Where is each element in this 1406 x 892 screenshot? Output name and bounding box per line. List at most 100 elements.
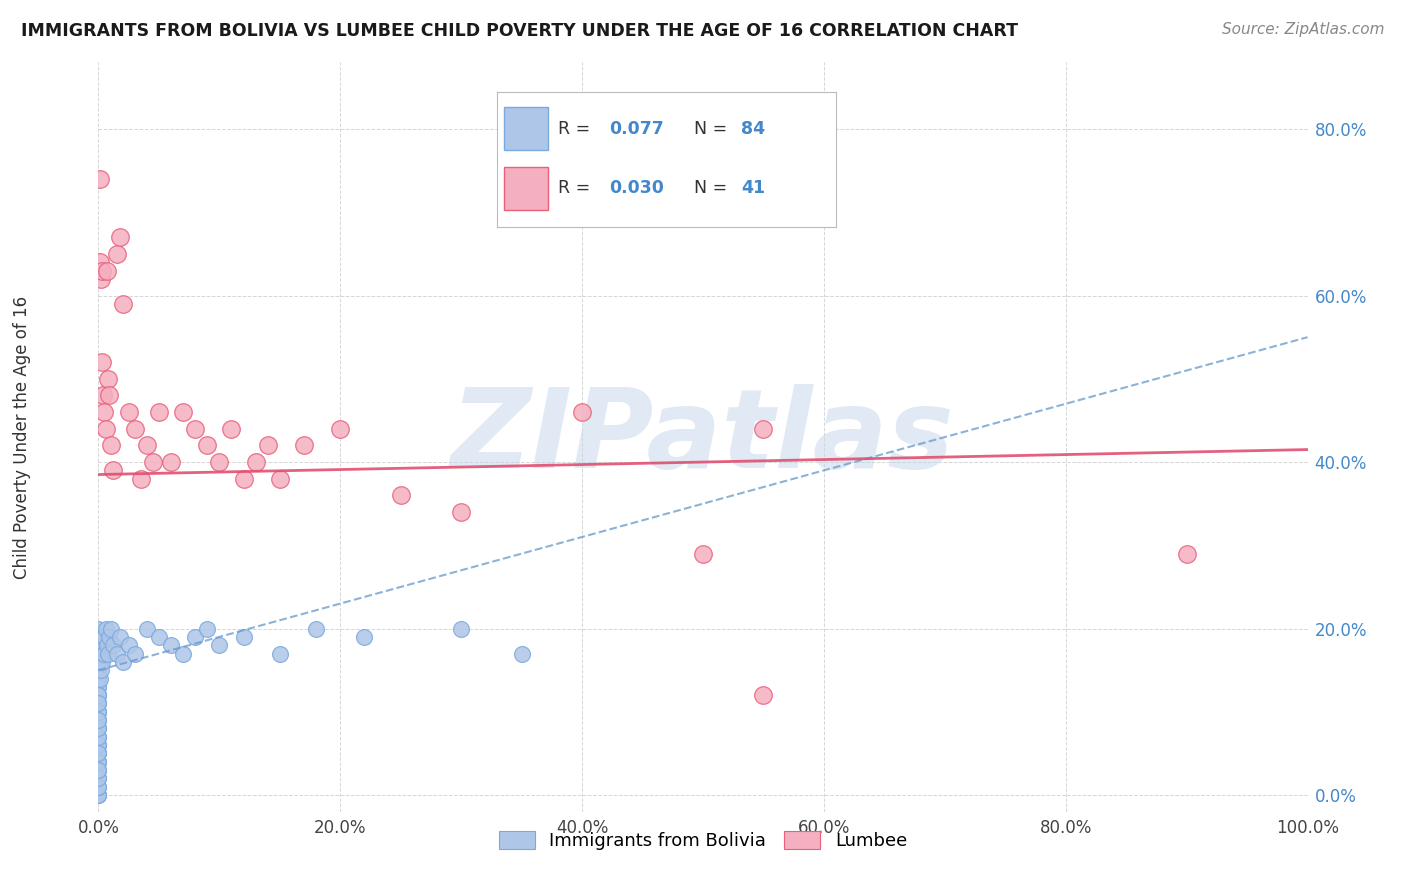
Point [87, 788, 110, 802]
Point [87, 722, 110, 736]
Point [105, 647, 128, 661]
Point [87, 672, 110, 686]
Point [87, 713, 110, 727]
Text: ZIPatlas: ZIPatlas [451, 384, 955, 491]
Point [87, 763, 110, 777]
Point [172, 647, 194, 661]
Point [389, 488, 412, 502]
Point [87, 747, 110, 761]
Point [450, 505, 472, 519]
Point [87, 655, 110, 669]
Point [98, 630, 121, 644]
Point [91, 388, 114, 402]
Point [91, 630, 114, 644]
Point [90, 663, 112, 677]
Point [118, 405, 141, 419]
Point [269, 647, 291, 661]
Point [129, 472, 152, 486]
Point [292, 438, 315, 452]
Point [97, 372, 120, 386]
Point [124, 422, 146, 436]
Point [195, 438, 218, 452]
Point [87, 680, 110, 694]
Point [208, 455, 231, 469]
Point [87, 680, 110, 694]
Point [98, 388, 121, 402]
Point [94, 622, 117, 636]
Point [87, 697, 110, 711]
Point [87, 647, 110, 661]
Point [91, 355, 114, 369]
Point [87, 780, 110, 794]
Point [87, 713, 110, 727]
Point [87, 697, 110, 711]
Point [305, 622, 328, 636]
Point [184, 630, 207, 644]
Point [87, 730, 110, 744]
Point [148, 630, 170, 644]
Point [87, 772, 110, 786]
Point [111, 655, 134, 669]
Point [87, 655, 110, 669]
Point [232, 630, 254, 644]
Point [93, 647, 115, 661]
Point [87, 722, 110, 736]
Point [87, 663, 110, 677]
Point [87, 738, 110, 752]
Point [101, 463, 124, 477]
Point [87, 688, 110, 702]
Point [269, 472, 291, 486]
Point [105, 247, 128, 261]
Point [91, 655, 114, 669]
Point [87, 738, 110, 752]
Point [89, 255, 111, 269]
Point [87, 755, 110, 769]
Point [172, 405, 194, 419]
Point [89, 638, 111, 652]
Point [135, 622, 157, 636]
Point [87, 780, 110, 794]
Point [135, 438, 157, 452]
Point [96, 263, 118, 277]
Point [108, 230, 131, 244]
Point [87, 788, 110, 802]
Point [93, 630, 115, 644]
Point [89, 172, 111, 186]
Point [160, 455, 183, 469]
Point [90, 647, 112, 661]
Point [118, 638, 141, 652]
Point [221, 422, 243, 436]
Point [692, 547, 714, 561]
Point [91, 263, 114, 277]
Point [87, 788, 110, 802]
Point [184, 422, 207, 436]
Point [93, 405, 115, 419]
Point [87, 722, 110, 736]
Point [160, 638, 183, 652]
Text: Source: ZipAtlas.com: Source: ZipAtlas.com [1222, 22, 1385, 37]
Point [245, 455, 267, 469]
Point [87, 672, 110, 686]
Point [87, 688, 110, 702]
Point [450, 622, 472, 636]
Point [571, 405, 593, 419]
Point [256, 438, 278, 452]
Point [87, 747, 110, 761]
Point [87, 730, 110, 744]
Point [353, 630, 375, 644]
Point [124, 647, 146, 661]
Point [87, 622, 110, 636]
Point [87, 663, 110, 677]
Point [87, 730, 110, 744]
Point [87, 705, 110, 719]
Point [100, 438, 122, 452]
Point [91, 638, 114, 652]
Point [87, 688, 110, 702]
Point [87, 772, 110, 786]
Point [208, 638, 231, 652]
Point [108, 630, 131, 644]
Point [142, 455, 165, 469]
Point [89, 655, 111, 669]
Point [101, 638, 124, 652]
Y-axis label: Child Poverty Under the Age of 16: Child Poverty Under the Age of 16 [13, 295, 31, 579]
